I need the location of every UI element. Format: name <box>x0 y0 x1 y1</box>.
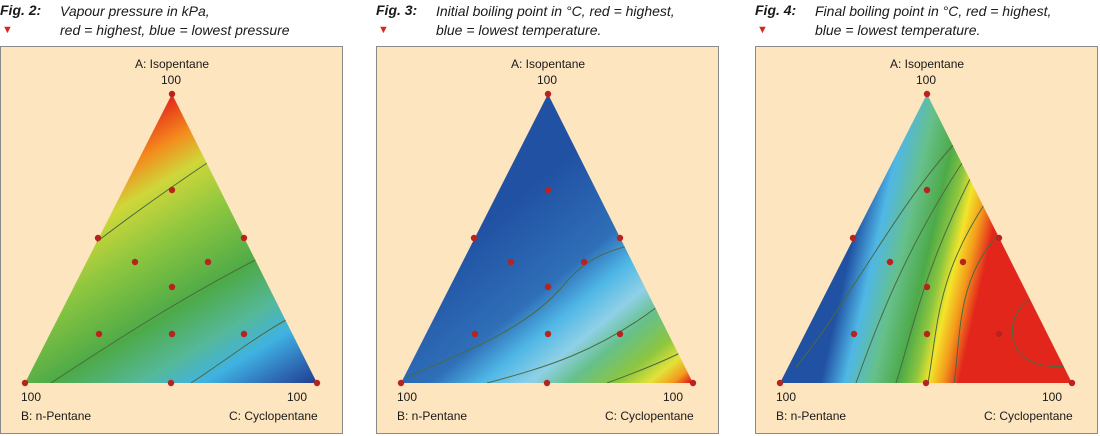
design-point <box>886 258 894 266</box>
vertex-value-top: 100 <box>537 73 558 87</box>
ternary-triangle <box>401 94 693 383</box>
design-point <box>995 234 1003 242</box>
ternary-triangle <box>780 94 1072 383</box>
design-point <box>849 234 857 242</box>
vertex-value-right: 100 <box>287 390 308 404</box>
red-triangle-down-icon: ▼ <box>757 24 768 36</box>
design-point <box>168 186 176 194</box>
figure-3-panel: A: Isopentane 100 100 100 B: n-Pentane C… <box>376 46 719 434</box>
vertex-value-left: 100 <box>776 390 797 404</box>
ternary-plot-final-boiling-point <box>776 90 1076 387</box>
figure-label: Fig. 2: <box>0 2 42 18</box>
design-point <box>470 234 478 242</box>
contour-lines <box>406 244 683 383</box>
design-point <box>543 379 551 387</box>
figure-4-panel: A: Isopentane 100 100 100 B: n-Pentane C… <box>755 46 1098 434</box>
figure-caption: Initial boiling point in °C, red = highe… <box>436 3 675 38</box>
vertex-label-top: A: Isopentane <box>890 57 965 71</box>
design-point <box>168 90 176 98</box>
design-point <box>131 258 139 266</box>
vertex-label-right: C: Cyclopentane <box>605 409 694 423</box>
design-point <box>240 234 248 242</box>
design-points <box>397 90 697 387</box>
design-point <box>313 379 321 387</box>
design-point <box>616 330 624 338</box>
design-point <box>580 258 588 266</box>
design-points <box>21 90 321 387</box>
figure-caption: Final boiling point in °C, red = highest… <box>815 3 1052 38</box>
design-point <box>544 283 552 291</box>
design-point <box>616 234 624 242</box>
vertex-value-right: 100 <box>663 390 684 404</box>
design-point <box>959 258 967 266</box>
vertex-label-right: C: Cyclopentane <box>229 409 318 423</box>
figure-2-caption-block: Fig. 2: ▼ Vapour pressure in kPa, red = … <box>0 2 345 46</box>
design-point <box>167 379 175 387</box>
design-point <box>21 379 29 387</box>
vertex-label-right: C: Cyclopentane <box>984 409 1073 423</box>
vertex-value-top: 100 <box>916 73 937 87</box>
design-point <box>397 379 405 387</box>
vertex-value-top: 100 <box>161 73 182 87</box>
design-point <box>923 283 931 291</box>
vertex-value-right: 100 <box>1042 390 1063 404</box>
vertex-label-top: A: Isopentane <box>511 57 586 71</box>
ternary-plot-vapour-pressure <box>21 90 321 387</box>
ternary-triangle <box>25 94 317 383</box>
design-point <box>168 330 176 338</box>
contour-lines <box>795 141 1072 383</box>
design-point <box>689 379 697 387</box>
design-point <box>168 283 176 291</box>
figure-3-caption-block: Fig. 3: ▼ Initial boiling point in °C, r… <box>376 2 721 46</box>
vertex-value-left: 100 <box>21 390 42 404</box>
design-point <box>95 330 103 338</box>
vertex-label-top: A: Isopentane <box>135 57 210 71</box>
design-point <box>923 90 931 98</box>
design-point <box>240 330 248 338</box>
design-point <box>922 379 930 387</box>
ternary-plot-initial-boiling-point <box>397 90 697 387</box>
vertex-value-left: 100 <box>397 390 418 404</box>
figure-label: Fig. 4: <box>755 2 797 18</box>
design-point <box>776 379 784 387</box>
design-point <box>544 330 552 338</box>
vertex-label-left: B: n-Pentane <box>397 409 468 423</box>
design-points <box>776 90 1076 387</box>
red-triangle-down-icon: ▼ <box>378 24 389 36</box>
design-point <box>204 258 212 266</box>
vertex-label-left: B: n-Pentane <box>21 409 92 423</box>
design-point <box>507 258 515 266</box>
design-point <box>1068 379 1076 387</box>
design-point <box>544 90 552 98</box>
design-point <box>923 186 931 194</box>
design-point <box>94 234 102 242</box>
design-point <box>995 330 1003 338</box>
red-triangle-down-icon: ▼ <box>2 24 13 36</box>
design-point <box>544 186 552 194</box>
vertex-label-left: B: n-Pentane <box>776 409 847 423</box>
figure-caption: Vapour pressure in kPa, red = highest, b… <box>60 3 290 38</box>
design-point <box>471 330 479 338</box>
design-point <box>850 330 858 338</box>
figure-4-caption-block: Fig. 4: ▼ Final boiling point in °C, red… <box>755 2 1100 46</box>
figure-2-panel: A: Isopentane 100 100 100 B: n-Pentane C… <box>0 46 343 434</box>
design-point <box>923 330 931 338</box>
figure-label: Fig. 3: <box>376 2 418 18</box>
